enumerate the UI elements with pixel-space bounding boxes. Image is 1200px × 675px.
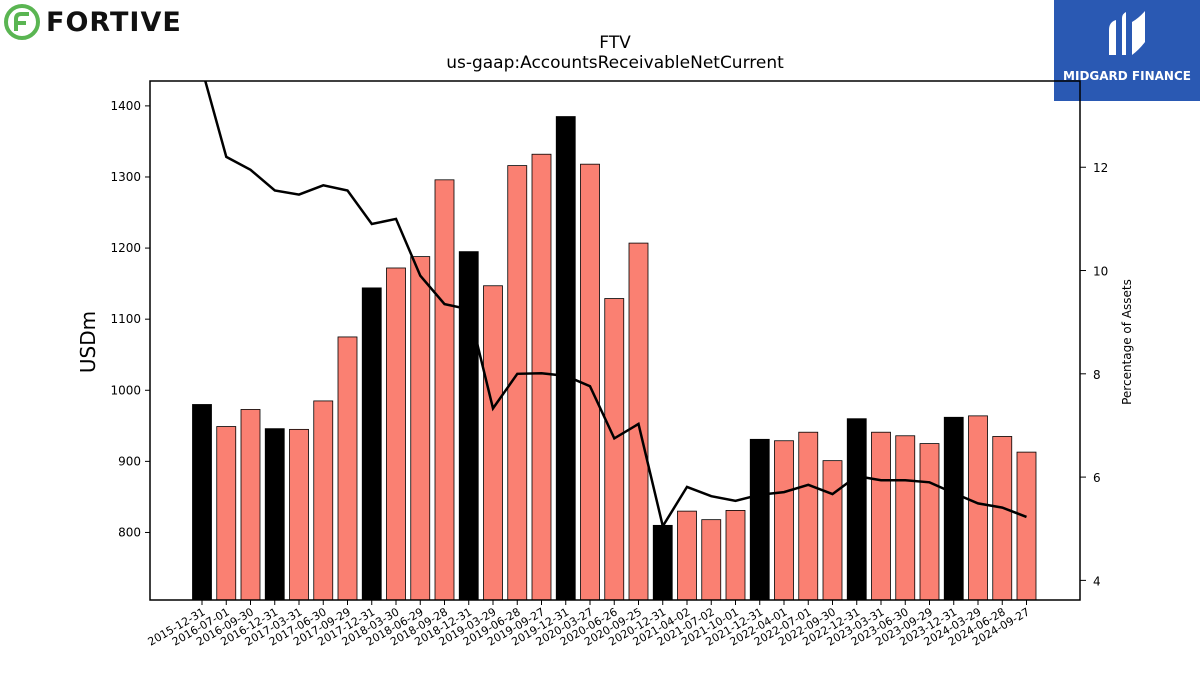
y2-tick-label: 6 [1093, 471, 1101, 485]
bar [531, 153, 552, 601]
fortive-wordmark: FORTIVE [46, 6, 182, 38]
y2-tick-label: 12 [1093, 161, 1108, 175]
bar [992, 436, 1013, 601]
plot-frame [149, 80, 1081, 601]
bar [968, 415, 988, 601]
bar [652, 524, 673, 601]
bar [871, 431, 891, 601]
midgard-wordmark: MIDGARD FINANCE [1063, 69, 1191, 83]
y2-axis-label: Percentage of Assets [1120, 279, 1134, 405]
bar [919, 443, 940, 601]
bar [264, 428, 285, 601]
midgard-emblem-icon [1109, 11, 1145, 55]
y-axis-label: USDm [76, 311, 100, 373]
fortive-logo-icon [4, 4, 40, 40]
bar [434, 179, 455, 601]
bar [798, 431, 819, 601]
bar [822, 460, 843, 601]
bar [677, 510, 697, 601]
y-tick-label: 900 [118, 454, 141, 468]
bar [410, 256, 431, 601]
bar [361, 287, 382, 601]
bar [386, 267, 406, 601]
chart-title: FTV [599, 33, 631, 53]
bar [774, 440, 794, 601]
y-tick-label: 1200 [110, 241, 141, 255]
y-tick-label: 800 [118, 525, 141, 539]
bar [337, 336, 358, 601]
x-axis: 2015-12-312016-07-012016-09-302016-12-31… [146, 600, 1032, 649]
y2-tick-label: 4 [1093, 574, 1101, 588]
bar [846, 418, 867, 601]
chart-subtitle: us-gaap:AccountsReceivableNetCurrent [446, 53, 784, 73]
y2-tick-label: 8 [1093, 368, 1101, 382]
y-tick-label: 1400 [110, 99, 141, 113]
pct-assets-series [203, 81, 1027, 530]
bar [483, 285, 503, 601]
y-axis-left: 800 900 1000 1100 1200 1300 1400 [110, 99, 150, 539]
y-tick-label: 1100 [110, 312, 141, 326]
bar [240, 409, 261, 601]
y2-tick-label: 10 [1093, 265, 1108, 279]
bar [895, 435, 916, 601]
bar [628, 242, 649, 601]
bar [604, 298, 625, 601]
bar [1016, 451, 1037, 601]
bar [555, 116, 576, 601]
midgard-finance-logo: MIDGARD FINANCE [1054, 0, 1200, 101]
bar [192, 404, 212, 601]
bar [313, 400, 334, 601]
y-tick-label: 1300 [110, 170, 141, 184]
bar [749, 438, 770, 601]
bar [943, 416, 964, 601]
pct-assets-line [203, 81, 1027, 530]
y-axis-right: 4 6 8 10 12 [1080, 161, 1108, 588]
bar-series [192, 116, 1037, 601]
y-tick-label: 1000 [110, 383, 141, 397]
bar [701, 519, 722, 601]
fortive-logo: FORTIVE [4, 4, 182, 40]
bar [458, 251, 479, 601]
bar [289, 428, 309, 601]
bar [725, 510, 746, 601]
bar [216, 426, 237, 601]
